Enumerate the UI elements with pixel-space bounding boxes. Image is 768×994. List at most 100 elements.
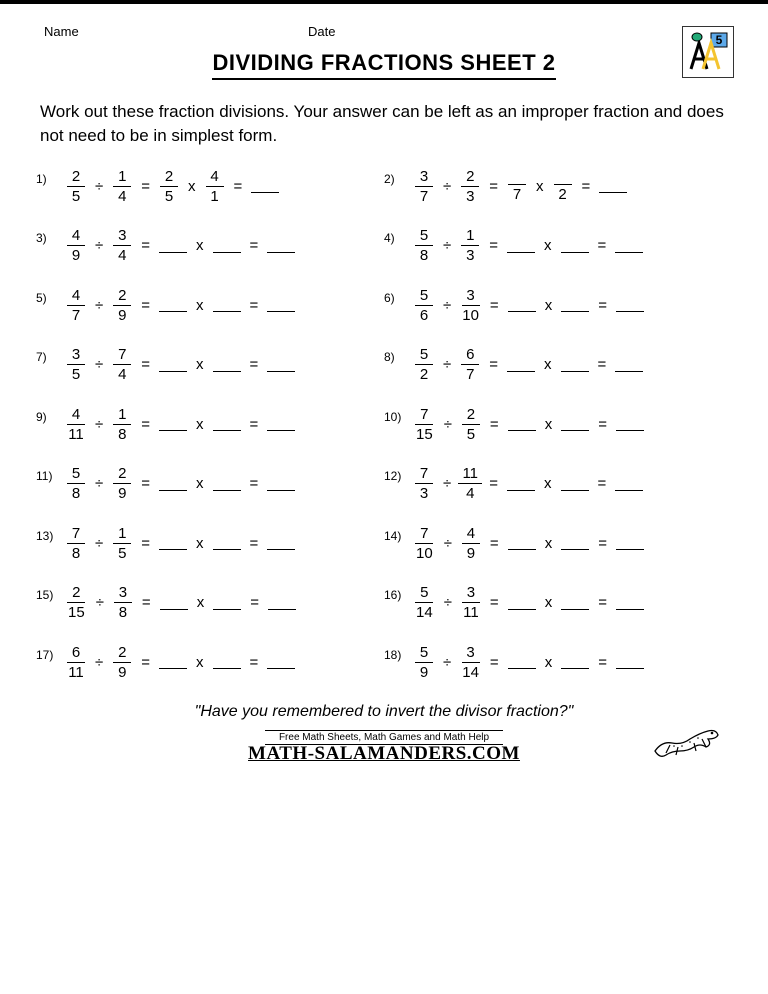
problem-number: 17) xyxy=(36,644,64,662)
denominator: 5 xyxy=(160,187,178,205)
answer-blank[interactable] xyxy=(159,536,187,550)
fraction: 58 xyxy=(64,465,88,503)
answer-blank[interactable] xyxy=(159,298,187,312)
answer-blank[interactable] xyxy=(507,477,535,491)
answer-blank[interactable] xyxy=(616,417,644,431)
answer-blank[interactable] xyxy=(615,477,643,491)
answer-blank[interactable] xyxy=(508,655,536,669)
answer-blank[interactable] xyxy=(267,239,295,253)
denominator: 9 xyxy=(415,663,433,681)
answer-blank[interactable] xyxy=(599,179,627,193)
problem-number: 2) xyxy=(384,168,412,186)
denominator: 2 xyxy=(415,365,433,383)
answer-blank[interactable] xyxy=(213,596,241,610)
answer-blank[interactable] xyxy=(508,536,536,550)
problem-row: 13) 78 ÷ 15 =x= 14) 710 ÷ 49 =x= xyxy=(36,525,732,563)
answer-blank[interactable] xyxy=(508,298,536,312)
answer-blank[interactable] xyxy=(159,239,187,253)
answer-blank[interactable] xyxy=(616,536,644,550)
numerator-blank[interactable] xyxy=(508,169,526,185)
problem: 13) 78 ÷ 15 =x= xyxy=(36,525,384,563)
fraction: 41 xyxy=(203,168,227,206)
denominator: 11 xyxy=(64,663,88,681)
operator: x xyxy=(538,535,560,552)
answer-blank[interactable] xyxy=(561,239,589,253)
denominator: 5 xyxy=(67,365,85,383)
answer-blank[interactable] xyxy=(507,358,535,372)
answer-blank[interactable] xyxy=(616,655,644,669)
answer-blank[interactable] xyxy=(213,477,241,491)
operator: = xyxy=(134,297,157,314)
answer-blank[interactable] xyxy=(159,358,187,372)
answer-blank[interactable] xyxy=(616,298,644,312)
operator: = xyxy=(243,594,266,611)
fraction: 59 xyxy=(412,644,436,682)
answer-blank[interactable] xyxy=(267,536,295,550)
operator: ÷ xyxy=(437,416,459,433)
footer: Free Math Sheets, Math Games and Math He… xyxy=(30,727,738,765)
fraction: 52 xyxy=(412,346,436,384)
answer-blank[interactable] xyxy=(213,655,241,669)
fraction: 29 xyxy=(110,287,134,325)
answer-blank[interactable] xyxy=(561,298,589,312)
answer-blank[interactable] xyxy=(508,417,536,431)
problem-row: 5) 47 ÷ 29 =x= 6) 56 ÷ 310 =x= xyxy=(36,287,732,325)
page-title: DIVIDING FRACTIONS SHEET 2 xyxy=(212,50,555,80)
denominator: 9 xyxy=(113,306,131,324)
denominator: 3 xyxy=(461,246,479,264)
numerator: 1 xyxy=(113,406,131,425)
operator: ÷ xyxy=(436,654,458,671)
operator: ÷ xyxy=(88,297,110,314)
fraction: 58 xyxy=(412,227,436,265)
answer-blank[interactable] xyxy=(159,417,187,431)
answer-blank[interactable] xyxy=(159,477,187,491)
operator: = xyxy=(482,356,505,373)
problem: 18) 59 ÷ 314 =x= xyxy=(384,644,732,682)
answer-blank[interactable] xyxy=(160,596,188,610)
answer-blank[interactable] xyxy=(508,596,536,610)
answer-blank[interactable] xyxy=(267,417,295,431)
answer-blank[interactable] xyxy=(251,179,279,193)
numerator-blank[interactable] xyxy=(554,169,572,185)
answer-blank[interactable] xyxy=(615,358,643,372)
answer-blank[interactable] xyxy=(561,417,589,431)
answer-blank[interactable] xyxy=(159,655,187,669)
operator: = xyxy=(591,416,614,433)
answer-blank[interactable] xyxy=(213,298,241,312)
answer-blank[interactable] xyxy=(213,239,241,253)
numerator: 11 xyxy=(458,465,482,484)
answer-blank[interactable] xyxy=(561,536,589,550)
answer-blank[interactable] xyxy=(561,477,589,491)
answer-blank[interactable] xyxy=(268,596,296,610)
answer-blank[interactable] xyxy=(267,298,295,312)
problem-number: 11) xyxy=(36,465,64,483)
problem-row: 7) 35 ÷ 74 =x= 8) 52 ÷ 67 =x= xyxy=(36,346,732,384)
operator: = xyxy=(135,594,158,611)
answer-blank[interactable] xyxy=(213,417,241,431)
problem-number: 16) xyxy=(384,584,412,602)
denominator: 8 xyxy=(114,603,132,621)
operator: x xyxy=(537,237,559,254)
operator: ÷ xyxy=(88,535,110,552)
answer-blank[interactable] xyxy=(616,596,644,610)
problem-number: 12) xyxy=(384,465,412,483)
answer-blank[interactable] xyxy=(561,655,589,669)
answer-blank[interactable] xyxy=(267,655,295,669)
answer-blank[interactable] xyxy=(561,358,589,372)
answer-blank[interactable] xyxy=(507,239,535,253)
answer-blank[interactable] xyxy=(267,477,295,491)
answer-blank[interactable] xyxy=(561,596,589,610)
denominator: 11 xyxy=(459,603,483,621)
operator: = xyxy=(134,178,157,195)
operator: x xyxy=(538,594,560,611)
problem: 4) 58 ÷ 13 =x= xyxy=(384,227,732,265)
answer-blank[interactable] xyxy=(615,239,643,253)
answer-blank[interactable] xyxy=(267,358,295,372)
answer-blank[interactable] xyxy=(213,358,241,372)
denominator: 5 xyxy=(462,425,480,443)
problem: 15) 215 ÷ 38 =x= xyxy=(36,584,384,622)
answer-blank[interactable] xyxy=(213,536,241,550)
fraction: 13 xyxy=(458,227,482,265)
denominator: 7 xyxy=(461,365,479,383)
denominator: 15 xyxy=(64,603,89,621)
